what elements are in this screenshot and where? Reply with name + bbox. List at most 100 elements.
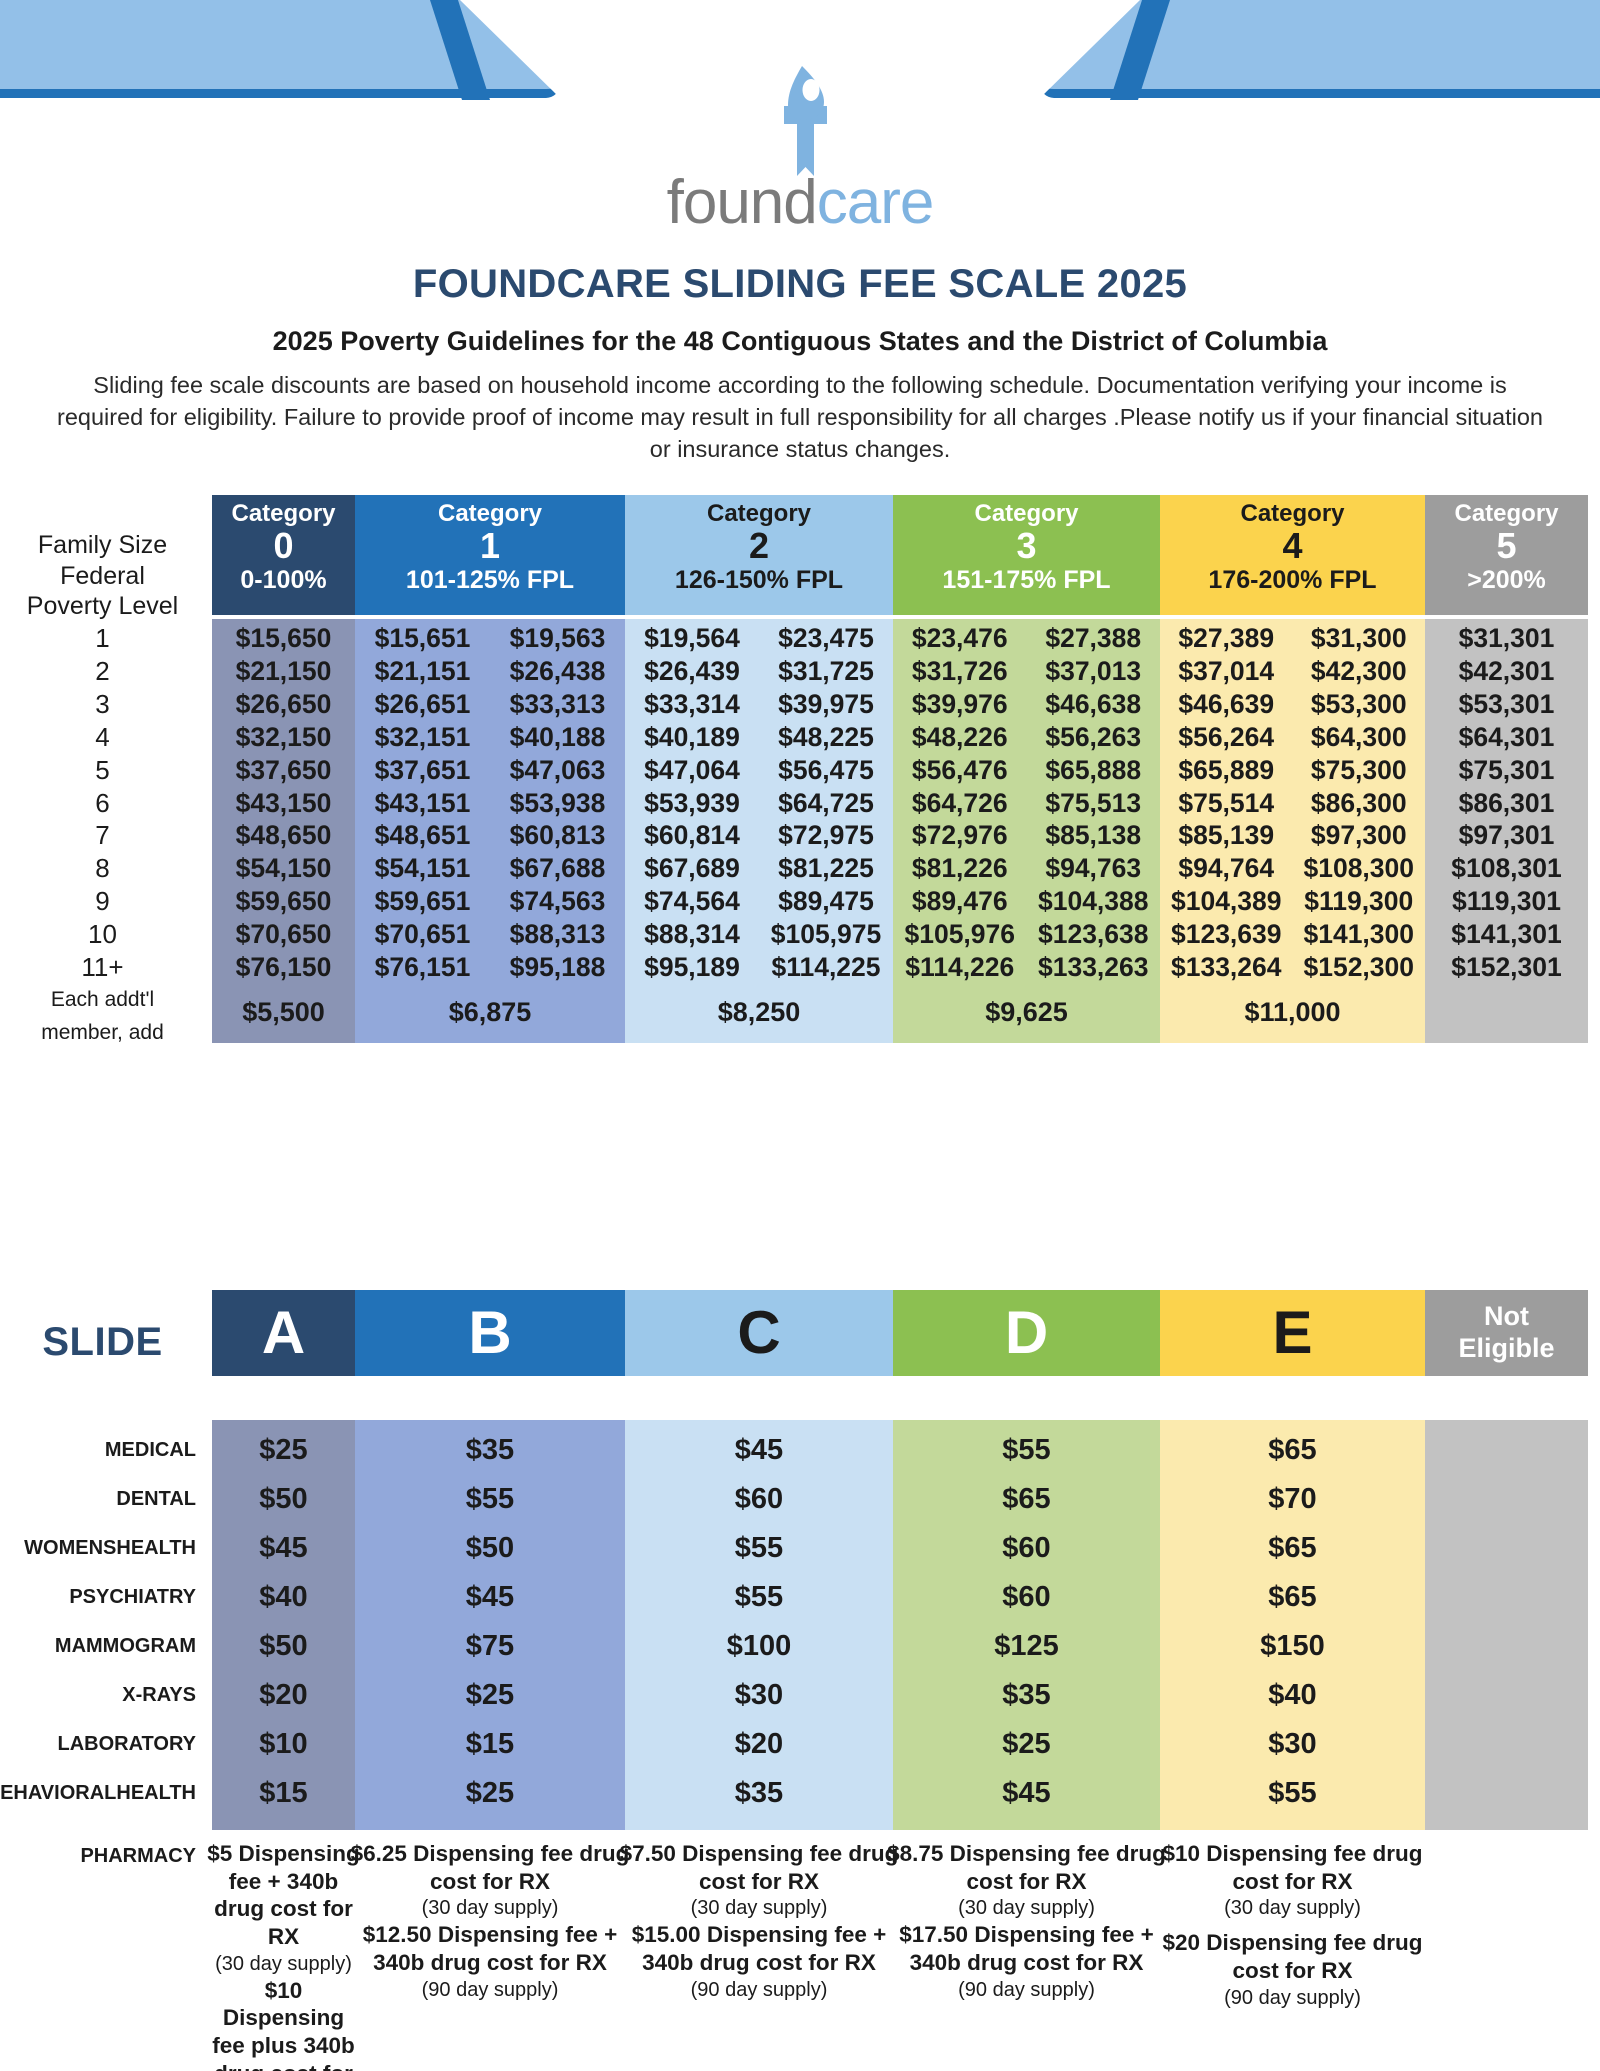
- family-size-value: 2: [95, 655, 110, 686]
- table-row: 5 $37,650 $37,651 $47,063 $47,064 $56,475 $56,…: [0, 751, 1600, 790]
- additional-member-band-4: [1160, 981, 1425, 1043]
- pharmacy-30day-text: $5 Dispensing fee + 340b drug cost for R…: [207, 1841, 360, 1950]
- services-band-1: [355, 1420, 625, 1830]
- service-label: X-RAYS: [122, 1683, 196, 1706]
- service-fee-value: $55: [465, 1483, 515, 1515]
- service-label: BEHAVIORALHEALTH: [0, 1781, 196, 1804]
- income-cell: $75,514: [1178, 787, 1275, 818]
- service-fee-value: $25: [259, 1434, 308, 1466]
- income-cell: $59,650: [235, 886, 332, 917]
- income-band-4: [1160, 619, 1425, 981]
- income-cell: $19,564: [644, 623, 740, 654]
- pharmacy-30day-supply: (30 day supply): [958, 1897, 1095, 1920]
- service-row: BEHAVIORALHEALTH $15 $25 $35 $45 $55: [0, 1769, 1600, 1818]
- income-cell: $37,014: [1178, 655, 1275, 686]
- service-fee-value: $40: [259, 1581, 308, 1613]
- income-cell: $15,650: [235, 623, 332, 654]
- service-fee-value: $25: [1002, 1728, 1051, 1760]
- service-label: LABORATORY: [57, 1732, 196, 1755]
- service-fee-value: $45: [1002, 1777, 1051, 1809]
- pharmacy-cell: $5 Dispensing fee + 340b drug cost for R…: [206, 1840, 361, 2071]
- slide-letter-0: A: [212, 1290, 355, 1376]
- page-banner: [0, 0, 1600, 106]
- income-cell: $95,188: [509, 952, 606, 983]
- income-cell: $32,151: [374, 721, 471, 752]
- income-cell: $31,301: [1458, 623, 1555, 654]
- category-header-5: Category 5 >200%: [1425, 495, 1588, 615]
- additional-member-label-line-0: Each addt'l: [50, 988, 155, 1011]
- income-cell: $89,476: [911, 886, 1008, 917]
- income-cell: $75,301: [1458, 754, 1555, 785]
- income-cell: $19,563: [509, 623, 606, 654]
- income-cell: $47,064: [644, 754, 740, 785]
- pharmacy-30day-supply: (30 day supply): [421, 1897, 559, 1920]
- pharmacy-90day-text: $12.50 Dispensing fee + 340b drug cost f…: [362, 1922, 618, 1976]
- income-cell: $27,388: [1045, 623, 1142, 654]
- service-fee-value: [1425, 1573, 1588, 1622]
- income-cell: $39,975: [778, 688, 874, 719]
- service-label: PSYCHIATRY: [69, 1585, 196, 1608]
- service-fee-value: $65: [1268, 1434, 1317, 1466]
- income-cell: $86,301: [1458, 787, 1555, 818]
- family-size-corner-line-1: Federal: [60, 561, 145, 590]
- income-cell: $53,300: [1310, 688, 1407, 719]
- income-cell: $43,151: [374, 787, 471, 818]
- income-cell: $23,475: [778, 623, 874, 654]
- additional-member-value: $6,875: [448, 996, 532, 1027]
- pharmacy-cell: $10 Dispensing fee drug cost for RX (30 d…: [1154, 1840, 1431, 2011]
- category-header-4: Category 4 176-200% FPL: [1160, 495, 1425, 615]
- income-cell: $26,650: [235, 688, 332, 719]
- income-cell: $60,813: [509, 820, 606, 851]
- service-row: PSYCHIATRY $40 $45 $55 $60 $65: [0, 1573, 1600, 1622]
- income-cell: $33,313: [509, 688, 606, 719]
- additional-member-label: Each addt'l member, add: [0, 984, 205, 1049]
- table-row: 10 $70,650 $70,651 $88,313 $88,314 $105,975 $1…: [0, 915, 1600, 954]
- income-cell: $76,151: [374, 952, 471, 983]
- pharmacy-90day-text: $10 Dispensing fee plus 340b drug cost f…: [212, 1977, 355, 2071]
- pharmacy-30day-supply: (30 day supply): [1224, 1897, 1361, 1920]
- category-word-5: Category: [1454, 500, 1559, 527]
- service-fee-value: $50: [259, 1630, 308, 1662]
- pharmacy-90day-text: $20 Dispensing fee drug cost for RX: [1162, 1930, 1423, 1984]
- income-cell: $64,725: [778, 787, 874, 818]
- service-fee-value: $100: [726, 1630, 792, 1662]
- additional-member-value: $11,000: [1244, 996, 1341, 1027]
- income-cell: $152,301: [1451, 952, 1562, 983]
- intro-paragraph: Sliding fee scale discounts are based on…: [57, 372, 1543, 462]
- service-fee-value: $15: [465, 1728, 515, 1760]
- income-cell: $47,063: [509, 754, 606, 785]
- income-cell: $108,300: [1303, 853, 1415, 884]
- category-word-2: Category: [706, 500, 812, 527]
- income-cell: $74,564: [644, 886, 740, 917]
- service-fee-value: $55: [734, 1581, 784, 1613]
- income-cell: $39,976: [911, 688, 1008, 719]
- income-cell: $114,225: [771, 952, 881, 983]
- income-cell: $81,225: [778, 853, 874, 884]
- category-fpl-range-4: 176-200% FPL: [1208, 565, 1377, 594]
- income-cell: $26,651: [374, 688, 471, 719]
- income-cell: $56,476: [911, 754, 1008, 785]
- slide-letter-4: E: [1160, 1290, 1425, 1376]
- service-row: DENTAL $50 $55 $60 $65 $70: [0, 1475, 1600, 1524]
- service-row: WOMENS HEALTH $45 $50 $55 $60 $65: [0, 1524, 1600, 1573]
- additional-member-value: [1425, 981, 1588, 1043]
- family-size-value: 4: [95, 721, 110, 752]
- logo-word-care: care: [816, 168, 935, 237]
- income-band-0: [212, 619, 355, 981]
- income-cell: $67,689: [644, 853, 740, 884]
- income-cell: $76,150: [235, 952, 332, 983]
- page-subtitle: 2025 Poverty Guidelines for the 48 Conti…: [272, 326, 1328, 356]
- pharmacy-cell: $8.75 Dispensing fee drug cost for RX (30…: [887, 1840, 1166, 2003]
- table-row: 1 $15,650 $15,651 $19,563 $19,564 $23,475 $23,…: [0, 619, 1600, 658]
- pharmacy-30day-text: $10 Dispensing fee drug cost for RX: [1162, 1841, 1423, 1894]
- service-fee-value: $75: [465, 1630, 515, 1662]
- income-cell: $75,300: [1310, 754, 1407, 785]
- income-cell: $67,688: [509, 853, 606, 884]
- page-title: FOUNDCARE SLIDING FEE SCALE 2025: [412, 262, 1188, 306]
- category-header-3: Category 3 151-175% FPL: [893, 495, 1160, 615]
- service-row: MEDICAL $25 $35 $45 $55 $65: [0, 1426, 1600, 1475]
- family-size-value: 5: [95, 754, 110, 785]
- income-cell: $64,726: [911, 787, 1008, 818]
- additional-member-band-1: [355, 981, 625, 1043]
